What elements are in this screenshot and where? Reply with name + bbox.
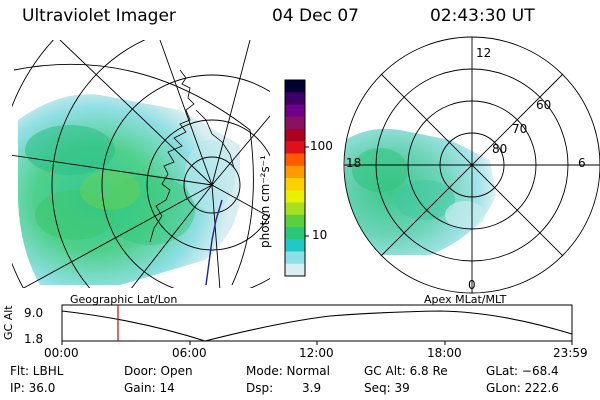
altitude-xtick-1: 06:00 <box>172 346 207 360</box>
geographic-aurora-swath <box>18 94 240 286</box>
colorbar-band <box>285 129 305 142</box>
colorbar-band <box>285 165 305 179</box>
colorbar-band <box>285 239 305 252</box>
altitude-plot <box>61 304 573 345</box>
mlt-label-18: 18 <box>346 156 362 170</box>
colorbar-band <box>285 116 305 130</box>
mlat-label-80: 80 <box>492 142 508 156</box>
glon-info: GLon: 222.6 <box>486 381 559 395</box>
colorbar-unit-label: photon cm⁻²s⁻¹ <box>258 155 272 248</box>
colorbar-band <box>285 190 305 203</box>
colorbar-tick-10: 10 <box>312 228 328 242</box>
seq-info: Seq: 39 <box>364 381 410 395</box>
colorbar-band <box>285 104 305 118</box>
colorbar <box>284 79 309 277</box>
mlat-label-60: 60 <box>536 98 552 112</box>
left-projection-label: Geographic Lat/Lon <box>70 293 178 306</box>
altitude-ylabel: GC Alt <box>2 305 15 340</box>
gc-alt-info: GC Alt: 6.8 Re <box>364 364 448 378</box>
colorbar-band <box>285 202 305 216</box>
geographic-grid <box>12 40 270 288</box>
colorbar-band <box>285 178 305 191</box>
time-label: 02:43:30 UT <box>430 6 535 26</box>
colorbar-band <box>285 141 305 154</box>
dsp-value: 3.9 <box>302 381 322 395</box>
altitude-xtick-0: 00:00 <box>44 346 79 360</box>
colorbar-tick-100: 100 <box>310 139 333 153</box>
door-info: Door: Open <box>124 364 193 378</box>
mlt-label-0: 0 <box>468 278 476 292</box>
colorbar-band <box>285 92 305 105</box>
mlat-label-70: 70 <box>512 122 528 136</box>
mlt-label-12: 12 <box>476 46 492 60</box>
colorbar-band <box>285 153 305 167</box>
dsp-label: Dsp: <box>246 381 274 395</box>
right-projection-label: Apex MLat/MLT <box>424 293 507 306</box>
colorbar-band <box>285 214 305 228</box>
colorbar-band <box>285 80 305 93</box>
glat-info: GLat: −68.4 <box>486 364 559 378</box>
coastline-outline <box>149 69 235 286</box>
date-label: 04 Dec 07 <box>272 6 359 26</box>
altitude-xtick-4: 23:59 <box>553 346 588 360</box>
colorbar-band <box>285 251 305 265</box>
filter-info: Flt: LBHL <box>10 364 64 378</box>
colorbar-band <box>285 263 305 277</box>
instrument-title: Ultraviolet Imager <box>22 6 176 26</box>
apex-polar-panel <box>343 36 600 294</box>
altitude-ytick-max: 9.0 <box>24 306 44 320</box>
ip-info: IP: 36.0 <box>10 381 56 395</box>
mode-info: Mode: Normal <box>246 364 330 378</box>
colorbar-band <box>285 227 305 240</box>
mlt-label-6: 6 <box>578 156 586 170</box>
gain-info: Gain: 14 <box>124 381 175 395</box>
altitude-ytick-min: 1.8 <box>24 332 44 346</box>
altitude-xtick-2: 12:00 <box>299 346 334 360</box>
altitude-xtick-3: 18:00 <box>427 346 462 360</box>
